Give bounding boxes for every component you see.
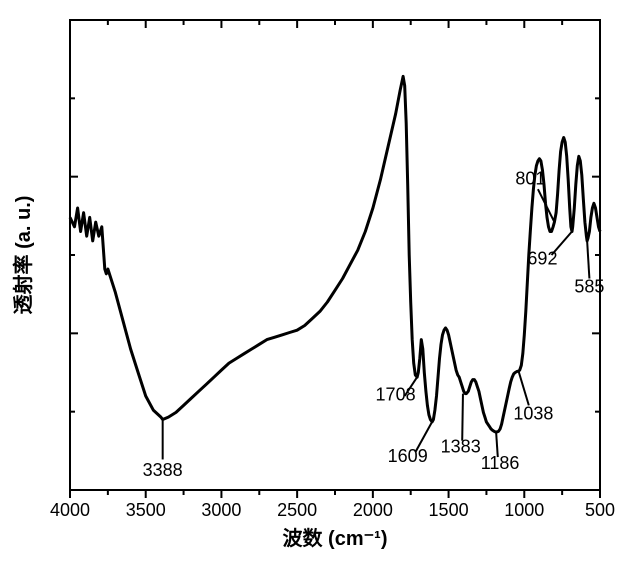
peak-label-1038: 1038 [513,404,553,424]
x-tick-label: 2000 [353,500,393,520]
peak-label-1383: 1383 [441,436,481,456]
x-tick-label: 2500 [277,500,317,520]
x-tick-label: 4000 [50,500,90,520]
x-tick-label: 1000 [504,500,544,520]
x-axis-label: 波数 (cm⁻¹) [283,526,388,550]
peak-pointer [462,394,463,441]
peak-label-585: 585 [574,277,604,297]
peak-label-1186: 1186 [481,453,520,473]
peak-label-3388: 3388 [143,460,183,480]
peak-pointer [587,241,589,279]
x-tick-label: 3000 [201,500,241,520]
x-tick-label: 500 [585,500,615,520]
x-tick-label: 1500 [429,500,469,520]
peak-label-801: 801 [515,169,545,189]
peak-label-1609: 1609 [388,446,428,466]
ir-spectrum-chart: 4000 3500 3000 2500 2000 1500 1000 500 3388 1708… [0,0,618,561]
x-ticks: 4000 3500 3000 2500 2000 1500 1000 500 [50,20,615,520]
peak-label-692: 692 [527,248,557,268]
chart-svg: 4000 3500 3000 2500 2000 1500 1000 500 3388 1708… [0,0,618,561]
peak-pointer [519,371,529,405]
peak-labels: 3388 1708 1609 13831186 1038 801 692 585 [143,169,605,480]
x-tick-label: 3500 [126,500,166,520]
y-axis-label: 透射率 (a. u.) [11,196,35,315]
peak-label-1708: 1708 [376,385,416,405]
